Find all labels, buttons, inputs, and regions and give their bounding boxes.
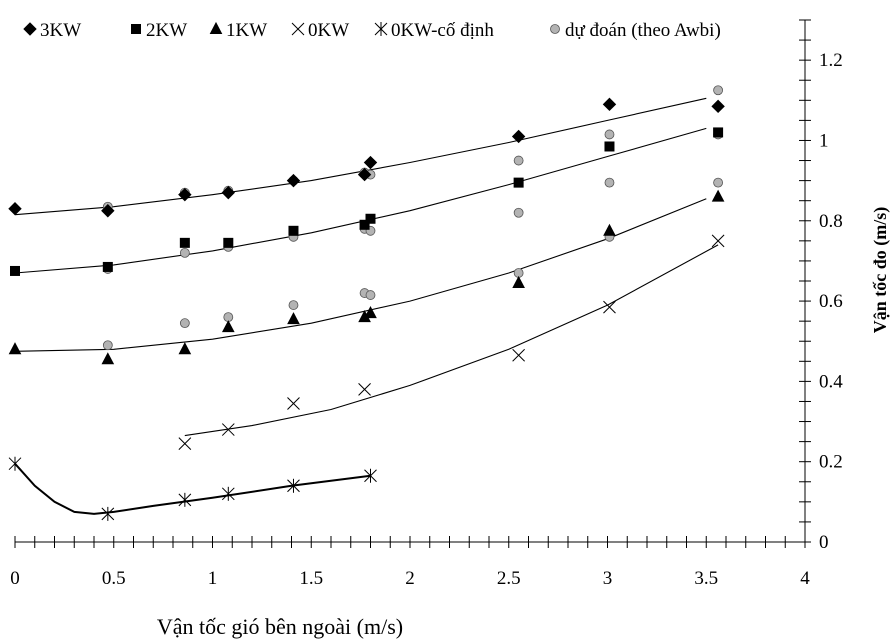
legend-marker-circle [550,24,560,34]
x-tick-label: 2.5 [497,568,521,589]
legend-item: 3KW [23,20,81,41]
data-point-x [178,437,192,450]
data-point-diamond [363,155,378,170]
data-point-asterisk [101,506,115,521]
data-point-asterisk [287,478,300,493]
legend-item: 1KW [209,20,267,41]
data-point-circle [179,247,190,258]
data-point-diamond [8,202,22,216]
legend-label: 3KW [40,20,81,41]
data-point-square [288,225,299,236]
legend-item: 0KW [291,20,349,41]
x-tick-label: 1.5 [299,568,323,589]
data-point-square [359,219,370,230]
legend-item: 2KW [131,20,187,41]
data-point-triangle [178,342,192,355]
data-point-circle [713,177,723,188]
data-point-diamond [357,167,372,182]
y-tick-label: 1 [819,130,829,151]
data-point-x [358,383,371,396]
data-point-circle [513,155,524,166]
trend-line-2 [14,127,707,274]
data-point-circle [604,177,615,188]
data-point-x [221,423,235,436]
data-point-triangle [8,342,22,355]
data-point-asterisk [8,456,22,471]
y-tick-label: 0.6 [819,291,843,312]
legend-marker-x [291,22,305,36]
trend-line-4 [184,244,719,437]
data-point-square [179,237,190,248]
y-tick-label: 0.8 [819,211,843,232]
data-point-triangle [287,312,300,325]
data-point-circle [604,129,615,140]
data-point-square [365,213,376,224]
data-point-x [287,397,300,410]
x-tick-label: 4 [800,568,810,589]
legend-label: 0KW-cố định [391,20,494,41]
data-point-triangle [221,320,235,333]
data-point-diamond [221,185,236,200]
x-tick-label: 3 [603,568,613,589]
data-point-square [223,237,234,248]
y-tick-label: 1.2 [819,50,843,71]
legend-label: 1KW [226,20,267,41]
x-axis-title: Vận tốc gió bên ngoài (m/s) [157,614,403,639]
legend-label: dự đoán (theo Awbi) [565,20,721,41]
data-point-circle [102,340,113,351]
legend-item: dự đoán (theo Awbi) [550,20,721,41]
data-point-diamond [602,97,617,112]
data-point-circle [179,318,190,329]
data-point-asterisk [221,486,235,501]
axes: 0 0.5 1 1.5 2 2.5 3 3.5 400.20.40.60.811.2 [10,19,843,589]
data-point-square [513,177,524,188]
data-point-square [713,127,724,138]
y-tick-label: 0 [819,532,829,553]
y-tick-label: 0.4 [819,371,843,392]
data-points [8,85,725,521]
data-point-diamond [101,204,115,218]
trend-line-3 [14,198,707,352]
x-tick-label: 3.5 [694,568,718,589]
data-point-circle [713,85,723,96]
data-point-x [711,234,725,248]
legend-marker-square [131,24,141,34]
legend-label: 0KW [308,20,349,41]
x-tick-label: 2 [405,568,415,589]
data-point-circle [513,207,524,218]
legend-marker-diamond [23,22,37,36]
legend-label: 2KW [146,20,187,41]
x-tick-label: 0.5 [102,568,126,589]
data-point-asterisk [178,492,192,507]
data-point-triangle [512,275,525,289]
data-point-triangle [603,223,616,236]
x-tick-label: 0 [10,568,20,589]
y-tick-label: 0.2 [819,452,843,473]
trend-line-1 [14,97,707,216]
data-point-triangle [364,306,377,319]
data-point-asterisk [364,468,377,483]
data-point-triangle [711,189,725,202]
legend-item: 0KW-cố định [374,20,494,41]
data-point-square [604,141,615,152]
data-point-diamond [711,99,725,114]
data-point-diamond [178,187,192,202]
legend: 3KW 2KW 1KW 0KW 0KW-cố định dự đoán (theo Awb… [23,20,721,41]
data-point-circle [365,290,376,300]
data-point-triangle [101,352,115,365]
data-point-diamond [511,129,526,144]
legend-marker-asterisk [374,22,388,36]
data-point-square [102,261,113,272]
legend-marker-triangle [209,21,223,34]
data-point-square [10,265,20,276]
data-point-x [512,348,525,362]
data-point-circle [288,300,299,310]
x-tick-label: 1 [208,568,218,589]
y-axis-title: Vận tốc đo (m/s) [870,207,891,334]
data-point-diamond [286,173,301,188]
data-point-x [603,300,616,314]
trend-line-5 [14,463,371,515]
